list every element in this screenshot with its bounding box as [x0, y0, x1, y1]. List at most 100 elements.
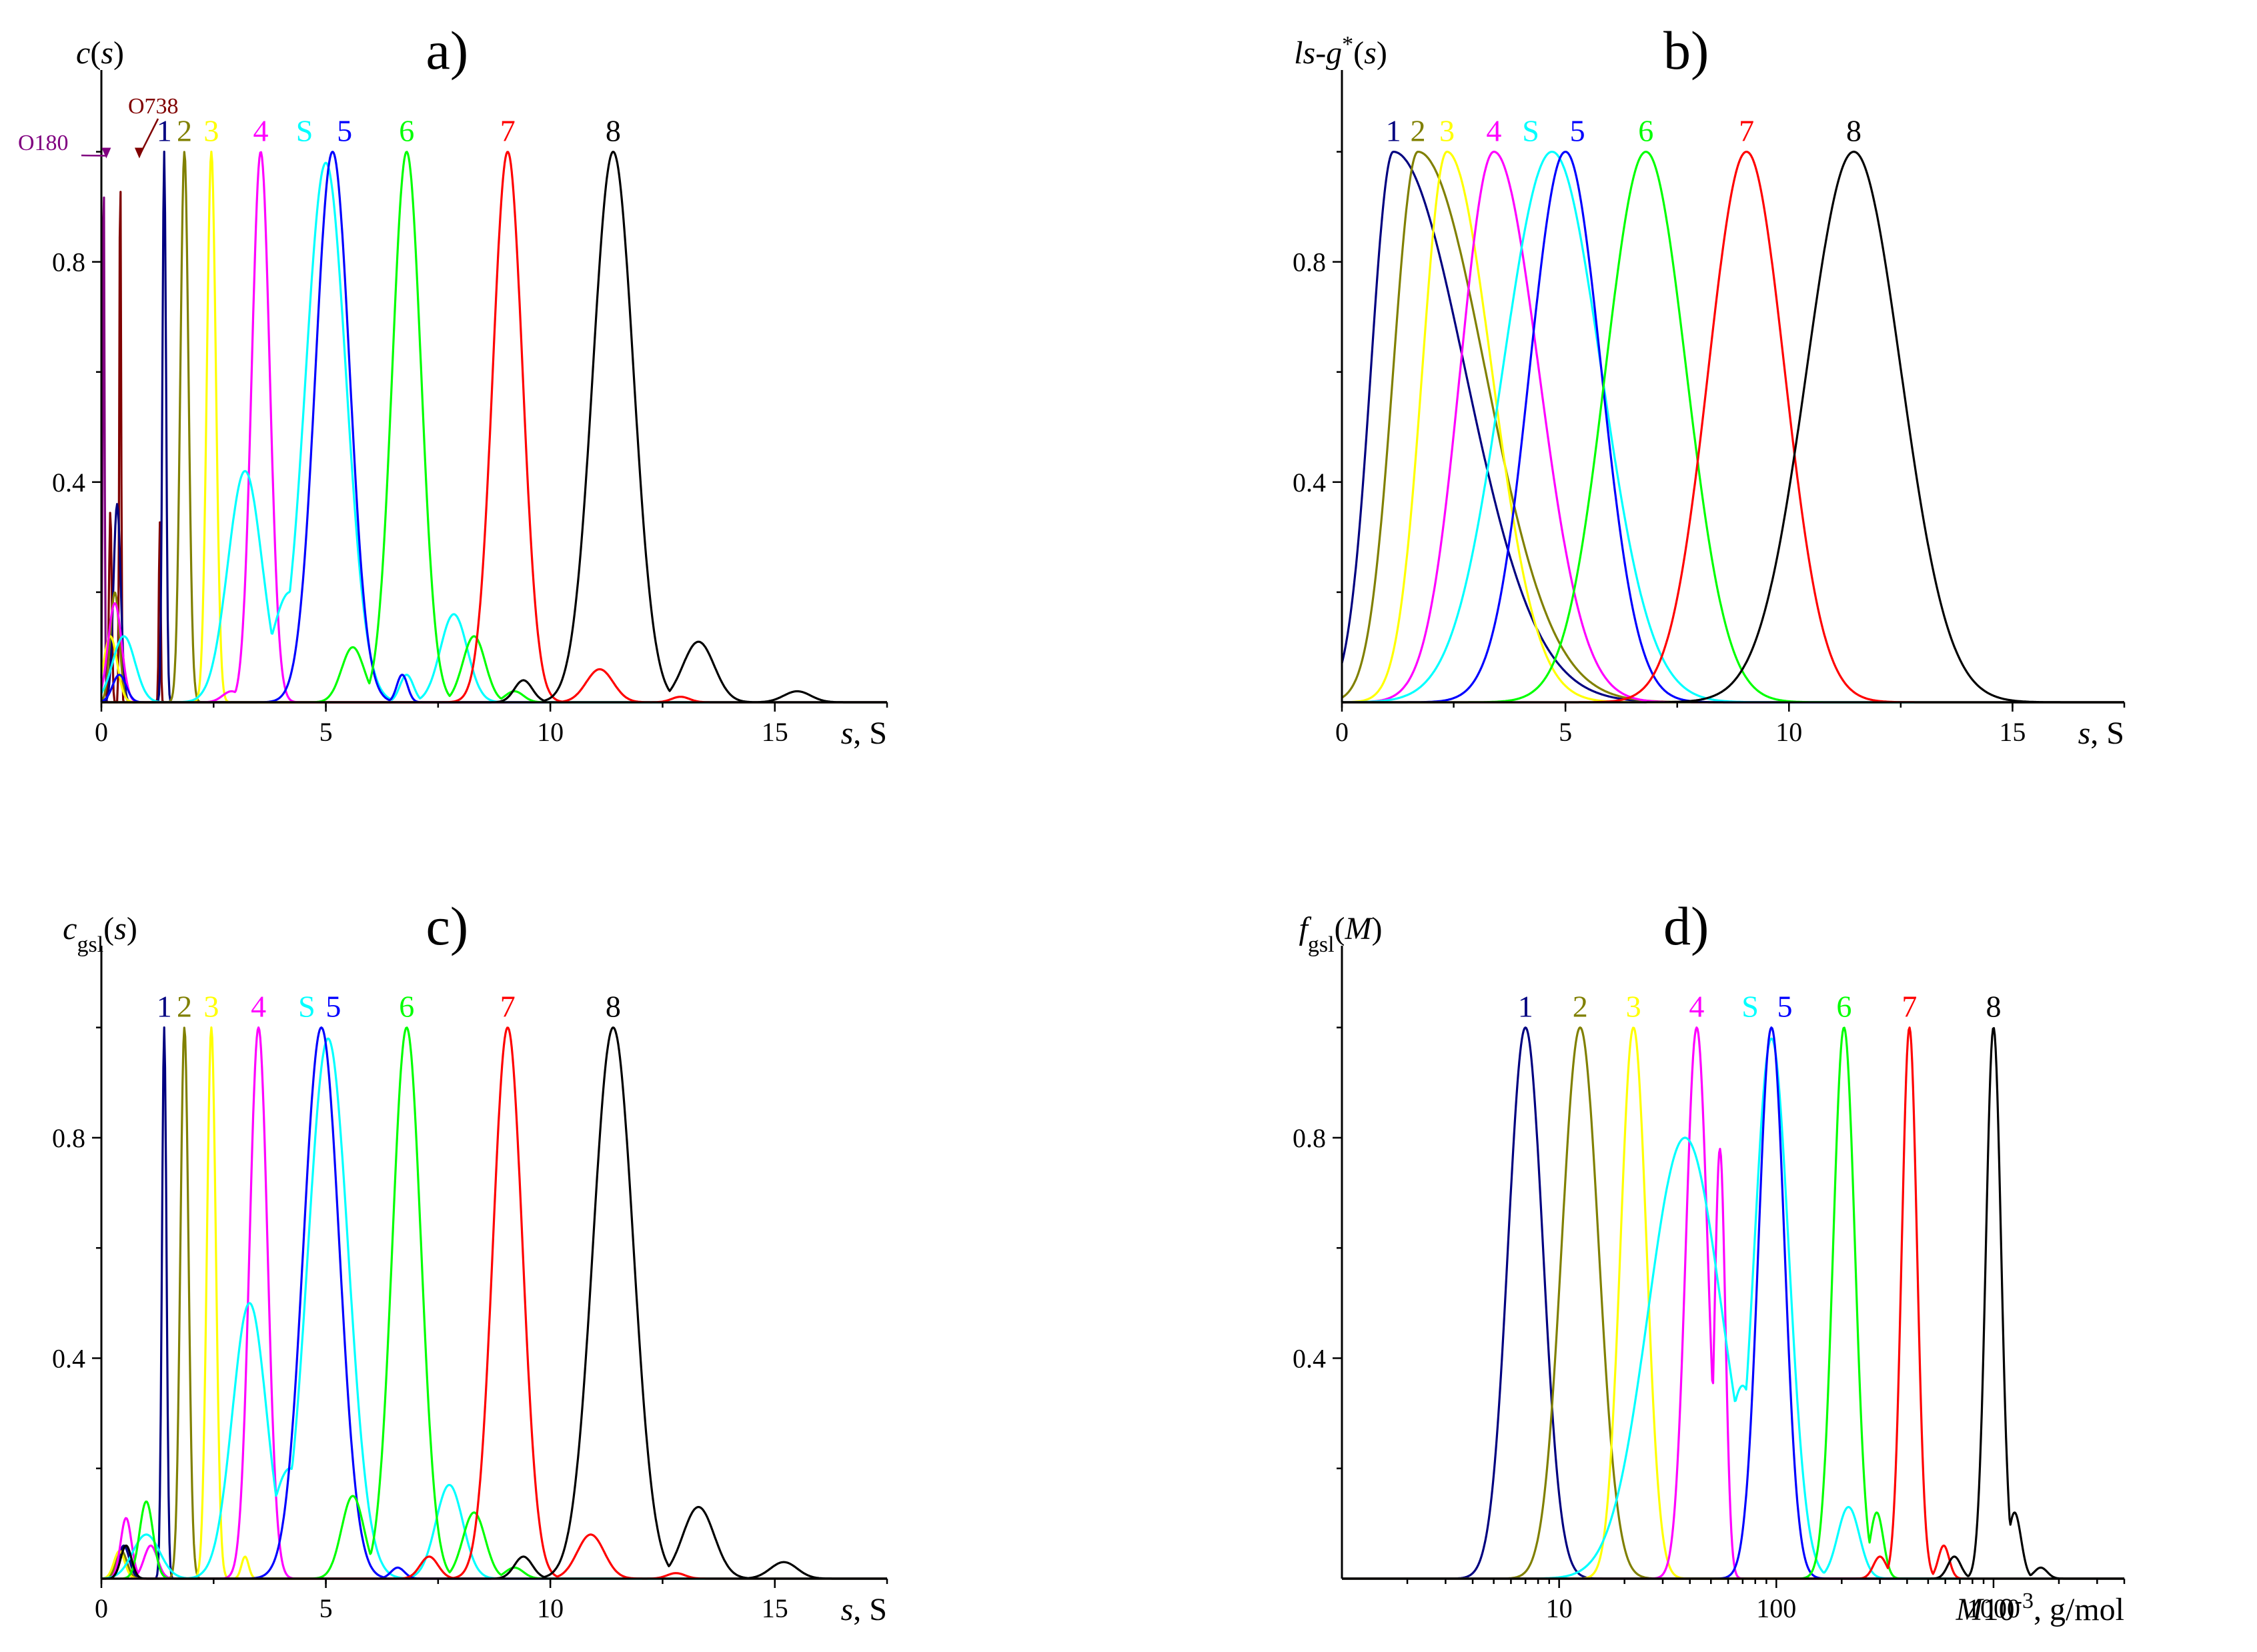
- peak-label-d-7: 7: [1902, 990, 1917, 1024]
- annotation-arrowhead-O738: [134, 147, 144, 159]
- x-tick-label-a: 0: [95, 717, 108, 747]
- curve-b-7: [1341, 151, 2125, 704]
- x-tick-label-a: 5: [319, 717, 333, 747]
- y-tick-label-a: 0.4: [52, 468, 85, 498]
- panel-d: 10 100 1000 0.4 0.8 fgsl(M) M10-3, g/mol d) 1 2 3 4…: [1293, 896, 2126, 1628]
- y-axis-title-c: cgsl(s): [63, 911, 137, 957]
- y-axis-title-a: c(s): [76, 35, 124, 71]
- peak-label-d-6: 6: [1836, 990, 1851, 1024]
- peak-label-a-6: 6: [399, 114, 414, 148]
- x-tick-label-b: 15: [1999, 717, 2026, 747]
- x-tick-label-c: 10: [537, 1593, 564, 1623]
- peak-label-a-1: 1: [157, 114, 172, 148]
- y-tick-label-d: 0.4: [1293, 1343, 1326, 1373]
- peak-label-c-S: S: [298, 990, 315, 1024]
- annotation-arrow-O180: [81, 154, 107, 157]
- peak-label-b-2: 2: [1410, 114, 1425, 148]
- x-tick-label-a: 10: [537, 717, 564, 747]
- peak-label-d-2: 2: [1573, 990, 1588, 1024]
- peak-label-c-7: 7: [500, 990, 516, 1024]
- peak-label-c-1: 1: [157, 990, 172, 1024]
- x-tick-label-c: 15: [762, 1593, 788, 1623]
- x-axis-title-d: M10-3, g/mol: [1956, 1589, 2124, 1628]
- peak-label-d-4: 4: [1689, 990, 1704, 1024]
- panel-label-d: d): [1663, 896, 1709, 956]
- curve-a-3: [100, 150, 888, 704]
- x-tick-label-d: 1000: [1967, 1593, 2020, 1623]
- peak-label-c-4: 4: [251, 990, 266, 1024]
- x-axis-title-a: s, S: [841, 716, 887, 751]
- x-tick-label-d: 100: [1756, 1593, 1796, 1623]
- panel-label-c: c): [426, 896, 468, 956]
- x-axis-title-c: s, S: [841, 1592, 887, 1627]
- x-tick-label-b: 10: [1775, 717, 1802, 747]
- peak-label-a-8: 8: [606, 114, 621, 148]
- curve-d-6: [1341, 1026, 2125, 1580]
- peak-label-a-3: 3: [203, 114, 219, 148]
- curve-b-6: [1341, 151, 2125, 704]
- annotation-arrowhead-O180: [101, 147, 111, 159]
- y-axis-title-b: ls-g*(s): [1294, 32, 1387, 71]
- curve-b-2: [1341, 151, 2125, 704]
- peak-label-b-4: 4: [1486, 114, 1501, 148]
- peak-label-b-3: 3: [1439, 114, 1455, 148]
- x-tick-label-b: 5: [1559, 717, 1572, 747]
- curve-b-5: [1341, 151, 2125, 704]
- peak-label-a-4: 4: [253, 114, 268, 148]
- curve-d-7: [1341, 1026, 2125, 1580]
- peak-label-b-6: 6: [1638, 114, 1653, 148]
- peak-label-d-5: 5: [1777, 990, 1793, 1024]
- x-tick-label-c: 0: [95, 1593, 108, 1623]
- peak-label-a-S: S: [296, 114, 313, 148]
- peak-label-b-8: 8: [1846, 114, 1861, 148]
- y-tick-label-d: 0.8: [1293, 1123, 1326, 1153]
- x-tick-label-c: 5: [319, 1593, 333, 1623]
- y-tick-label-c: 0.8: [52, 1123, 85, 1153]
- panel-b: 0 5 10 150.40.8ls-g*(s)s, Sb)1 2 3 4 S 5 6 7 8: [1293, 20, 2126, 751]
- curve-c-3: [101, 1026, 888, 1580]
- curve-d-8: [1341, 1026, 2125, 1580]
- x-axis-title-b: s, S: [2078, 716, 2124, 751]
- peak-label-d-8: 8: [1986, 990, 2001, 1024]
- curve-d-S: [1341, 1037, 2125, 1580]
- peak-label-a-7: 7: [500, 114, 516, 148]
- y-tick-label-b: 0.4: [1293, 468, 1326, 498]
- curve-b-8: [1341, 150, 2125, 704]
- panel-label-b: b): [1663, 20, 1709, 81]
- y-tick-label-a: 0.8: [52, 247, 85, 277]
- peak-label-b-7: 7: [1739, 114, 1754, 148]
- peak-label-c-2: 2: [177, 990, 192, 1024]
- panel-label-a: a): [426, 20, 468, 81]
- x-tick-label-b: 0: [1335, 717, 1349, 747]
- curve-d-2: [1341, 1026, 2125, 1580]
- peak-label-c-5: 5: [325, 990, 341, 1024]
- peak-label-c-3: 3: [203, 990, 219, 1024]
- annotation-O738: O738: [128, 94, 179, 119]
- curve-b-4: [1341, 150, 2125, 704]
- peak-label-b-5: 5: [1570, 114, 1585, 148]
- peak-label-b-S: S: [1522, 114, 1539, 148]
- curve-b-S: [1341, 151, 2125, 704]
- curve-d-5: [1341, 1026, 2125, 1580]
- y-tick-label-b: 0.8: [1293, 247, 1326, 277]
- x-tick-label-d: 10: [1546, 1593, 1573, 1623]
- peak-label-d-S: S: [1741, 990, 1759, 1024]
- annotation-O180: O180: [18, 131, 69, 155]
- x-tick-label-a: 15: [762, 717, 788, 747]
- y-tick-label-c: 0.4: [52, 1343, 85, 1373]
- curve-b-3: [1341, 150, 2125, 704]
- curve-d-3: [1341, 1026, 2125, 1580]
- peak-label-c-6: 6: [399, 990, 414, 1024]
- peak-label-d-3: 3: [1626, 990, 1641, 1024]
- peak-label-d-1: 1: [1518, 990, 1533, 1024]
- curve-b-1: [1341, 151, 2125, 704]
- curve-d-4: [1341, 1026, 2125, 1580]
- peak-label-b-1: 1: [1386, 114, 1401, 148]
- peak-label-a-2: 2: [177, 114, 192, 148]
- peak-label-a-5: 5: [337, 114, 352, 148]
- curve-d-1: [1341, 1026, 2125, 1580]
- y-axis-title-d: fgsl(M): [1299, 911, 1383, 957]
